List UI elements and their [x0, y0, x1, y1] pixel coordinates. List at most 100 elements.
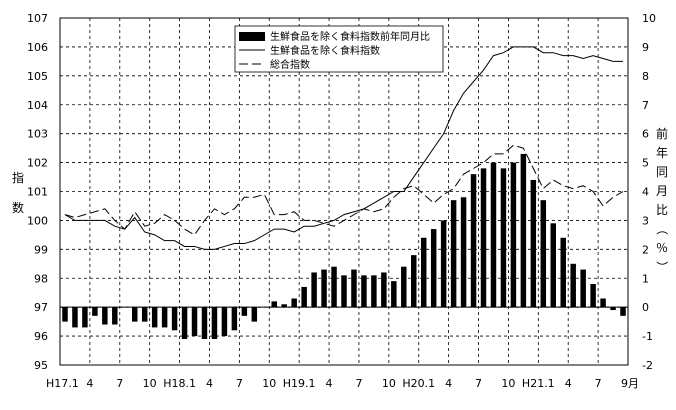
x-tick-label: 4 — [86, 377, 93, 390]
bar-series — [62, 153, 626, 339]
y-right-tick-label: 1 — [642, 272, 649, 285]
bar — [221, 307, 228, 337]
bar — [430, 229, 437, 308]
x-tick-label: 4 — [206, 377, 213, 390]
x-tick-label: 7 — [236, 377, 243, 390]
y-right-tick-label: 0 — [642, 301, 649, 314]
bar — [540, 200, 547, 308]
bar — [401, 266, 407, 308]
y-left-tick-label: 104 — [27, 99, 48, 112]
bar — [590, 284, 596, 308]
x-tick-label: H21.1 — [522, 377, 555, 390]
x-tick-label: 7 — [355, 377, 362, 390]
axis-label-char: 月 — [656, 184, 668, 198]
bar — [341, 275, 347, 308]
bar — [231, 307, 238, 331]
y-right-tick-label: 5 — [642, 157, 649, 170]
y-right-tick-label: 4 — [642, 186, 649, 199]
bar — [331, 266, 337, 308]
bar — [440, 220, 447, 308]
bar — [460, 197, 467, 308]
y-left-tick-label: 105 — [27, 70, 48, 83]
x-tick-label: H17.1 — [46, 377, 79, 390]
bar — [201, 307, 208, 339]
axis-label-char: ％ — [656, 241, 668, 255]
legend-box — [234, 25, 444, 73]
bar — [600, 298, 606, 308]
x-tick-label: 10 — [262, 377, 276, 390]
x-tick-label: H18.1 — [163, 377, 196, 390]
x-tick-labels: H17.1 4 7 10 H18.1 4 7 10 H19.1 4 7 10 H20.1 4 7 10 H21.… — [46, 377, 639, 390]
bar — [470, 174, 477, 308]
bar — [72, 307, 78, 328]
bar — [102, 307, 108, 325]
legend-swatch-bar — [239, 32, 265, 41]
bar — [381, 272, 387, 308]
bar — [510, 162, 517, 308]
y-right-tick-label: -2 — [642, 359, 653, 372]
y-left-tick-label: 106 — [27, 41, 48, 54]
y-right-tick-label: 8 — [642, 70, 649, 83]
legend-label: 生鮮食品を除く食料指数 — [270, 44, 380, 57]
y-left-tick-label: 95 — [34, 359, 48, 372]
bar — [301, 286, 307, 308]
bar — [420, 237, 427, 308]
legend-label: 総合指数 — [270, 58, 310, 71]
bar — [520, 153, 527, 308]
bar — [191, 307, 198, 337]
y-left-tick-label: 103 — [27, 128, 48, 141]
x-tick-label: 9月 — [621, 377, 639, 390]
bar — [311, 272, 317, 308]
bar — [181, 307, 188, 339]
bar — [351, 269, 357, 308]
axis-label-char: 年 — [656, 146, 668, 160]
y-right-tick-label: 2 — [642, 243, 649, 256]
bar — [550, 223, 557, 308]
x-tick-label: H19.1 — [283, 377, 316, 390]
y-left-tick-label: 102 — [27, 157, 48, 170]
y-left-tick-label: 100 — [27, 214, 48, 227]
bar — [92, 307, 98, 316]
bar — [271, 301, 277, 308]
y-right-tick-label: 9 — [642, 41, 649, 54]
bar — [610, 307, 616, 311]
series-line-food-index — [64, 46, 624, 250]
axis-label-char: 比 — [656, 203, 668, 217]
y-left-tick-label: 107 — [27, 12, 48, 25]
bar — [82, 307, 88, 328]
bar — [211, 307, 218, 339]
x-tick-label: 10 — [501, 377, 515, 390]
y-left-axis-label: 指数 — [12, 170, 24, 215]
y-right-tick-label: 7 — [642, 99, 649, 112]
bar — [141, 307, 148, 322]
bar — [570, 263, 576, 308]
y-left-tick-label: 99 — [34, 243, 48, 256]
y-left-tick-label: 97 — [34, 301, 48, 314]
y-right-axis-label: 前年同月比 （ ％ ） — [655, 126, 669, 273]
bar — [112, 307, 118, 325]
axis-label-char: 同 — [656, 165, 668, 179]
x-tick-label: 7 — [595, 377, 602, 390]
bar — [530, 179, 537, 308]
axis-label-char: ） — [655, 261, 669, 273]
y-left-tick-label: 98 — [34, 272, 48, 285]
bar — [131, 307, 138, 322]
legend-label: 生鮮食品を除く食料指数前年同月比 — [270, 30, 430, 43]
bar — [171, 307, 178, 331]
bar — [391, 281, 397, 308]
y-right-tick-label: 10 — [642, 12, 656, 25]
series-line-total-index — [64, 144, 624, 236]
bar — [560, 237, 566, 308]
bar — [291, 298, 297, 308]
x-tick-label: 4 — [326, 377, 333, 390]
axis-label-char: 前 — [656, 126, 668, 141]
bar — [321, 269, 327, 308]
bar — [580, 269, 586, 308]
bar — [281, 304, 287, 308]
bar — [411, 255, 417, 308]
x-tick-label: 10 — [143, 377, 157, 390]
bar — [450, 200, 457, 308]
axis-label-char: 指 — [12, 170, 24, 185]
x-tick-label: 7 — [475, 377, 482, 390]
